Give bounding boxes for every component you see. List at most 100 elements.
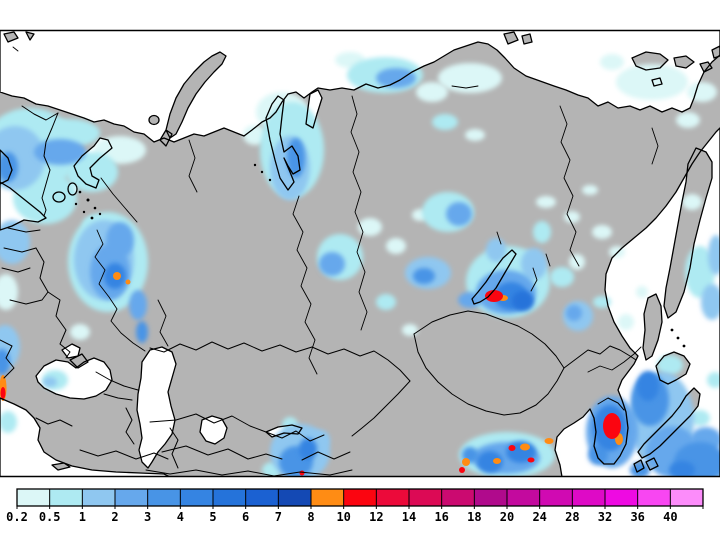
- legend-tick-label: 40: [663, 510, 677, 524]
- small-lakes: [74, 163, 686, 348]
- legend-segment-6: [213, 489, 247, 506]
- precip-blob: [533, 221, 551, 243]
- legend-tick-label: 28: [565, 510, 579, 524]
- precip-blob: [701, 284, 720, 320]
- legend-segment-0: [17, 489, 51, 506]
- precip-blob: [708, 235, 720, 275]
- precip-blob: [438, 63, 502, 93]
- precip-blob: [536, 196, 556, 208]
- precip-blob: [376, 294, 396, 310]
- legend-tick-label: 3: [144, 510, 151, 524]
- legend-tick-label: 7: [275, 510, 282, 524]
- precip-intense-cell: [520, 443, 530, 451]
- precip-blob: [402, 324, 418, 336]
- legend-segment-7: [245, 489, 279, 506]
- precip-blob: [637, 371, 659, 401]
- precip-blob: [582, 185, 598, 195]
- precip-blob: [319, 252, 345, 276]
- legend-tick-label: 24: [532, 510, 546, 524]
- legend-tick-label: 32: [598, 510, 612, 524]
- precip-blob: [657, 355, 683, 375]
- legend-tick-label: 8: [307, 510, 314, 524]
- legend-segment-4: [147, 489, 181, 506]
- legend-tick-label: 5: [209, 510, 216, 524]
- precip-blob: [416, 82, 448, 102]
- precip-blob: [0, 411, 17, 433]
- precip-blob: [592, 225, 612, 239]
- precip-blob: [618, 314, 634, 330]
- precip-blob: [432, 114, 458, 130]
- legend-segment-16: [539, 489, 573, 506]
- precip-blob: [376, 68, 416, 88]
- precip-intense-cell: [508, 445, 516, 451]
- legend-segment-9: [311, 489, 345, 506]
- precip-blob: [512, 291, 534, 311]
- precip-blob: [458, 292, 482, 308]
- precip-blob: [682, 194, 702, 210]
- precip-blob: [413, 268, 435, 284]
- precip-blob: [386, 238, 406, 254]
- legend-segment-17: [572, 489, 606, 506]
- legend-tick-label: 4: [177, 510, 184, 524]
- precipitation-shading: [0, 52, 720, 476]
- legend-tick-label: 0.2: [6, 510, 28, 524]
- precip-blob: [566, 305, 582, 321]
- precip-blob: [687, 82, 717, 102]
- rivers: [12, 46, 659, 375]
- color-scale-legend: 0.2 0.5 1 2 3 4 5 6 7 8 10 12 14 16 18 20 24 28 32 36 40: [6, 488, 704, 524]
- legend-segment-8: [278, 489, 312, 506]
- precip-blob: [690, 410, 710, 426]
- legend-tick-label: 14: [402, 510, 416, 524]
- legend-segment-13: [441, 489, 475, 506]
- precip-intense-cell: [603, 413, 621, 439]
- precip-intense-cell: [459, 467, 465, 473]
- precip-blob: [43, 377, 57, 387]
- legend-segment-18: [605, 489, 639, 506]
- precip-intense-cell: [544, 438, 554, 444]
- legend-tick-label: 2: [111, 510, 118, 524]
- legend-outline: [16, 488, 704, 507]
- precip-blob: [564, 211, 580, 223]
- legend-segment-19: [637, 489, 671, 506]
- legend-tick-label: 1: [79, 510, 86, 524]
- precip-blob: [446, 202, 472, 226]
- legend-segment-5: [180, 489, 214, 506]
- legend-segment-14: [474, 489, 508, 506]
- precip-blob: [707, 372, 720, 388]
- legend-tick-label: 18: [467, 510, 481, 524]
- precip-intense-cell: [299, 470, 305, 476]
- legend-segment-1: [49, 489, 83, 506]
- precip-blob: [0, 152, 18, 182]
- precip-intense-cell: [527, 457, 535, 463]
- precip-blob: [70, 324, 90, 340]
- precip-blob: [34, 139, 86, 165]
- legend-tick-label: 36: [630, 510, 644, 524]
- legend-tick-label: 0.5: [39, 510, 61, 524]
- precip-blob: [465, 129, 485, 141]
- precip-blob: [477, 451, 503, 473]
- precip-blob: [106, 222, 134, 258]
- precip-blob: [287, 138, 305, 178]
- legend-segment-3: [115, 489, 149, 506]
- map-area: [0, 31, 720, 476]
- precip-blob: [588, 445, 608, 465]
- precip-intense-cell: [125, 279, 131, 285]
- legend-segment-11: [376, 489, 410, 506]
- legend-tick-label: 16: [434, 510, 448, 524]
- precip-intense-cell: [485, 290, 503, 302]
- precip-blob: [521, 248, 547, 280]
- precip-intense-cell: [462, 458, 470, 466]
- legend-segment-20: [670, 489, 704, 506]
- precip-blob: [129, 290, 147, 320]
- precip-blob: [676, 112, 700, 128]
- precip-intense-cell: [113, 272, 121, 280]
- precip-blob: [550, 267, 574, 287]
- precip-blob: [600, 54, 624, 70]
- country-borders: [0, 105, 637, 476]
- precip-blob: [136, 321, 148, 343]
- legend-tick-label: 6: [242, 510, 249, 524]
- precip-blob: [685, 246, 715, 298]
- precip-blob: [66, 152, 118, 192]
